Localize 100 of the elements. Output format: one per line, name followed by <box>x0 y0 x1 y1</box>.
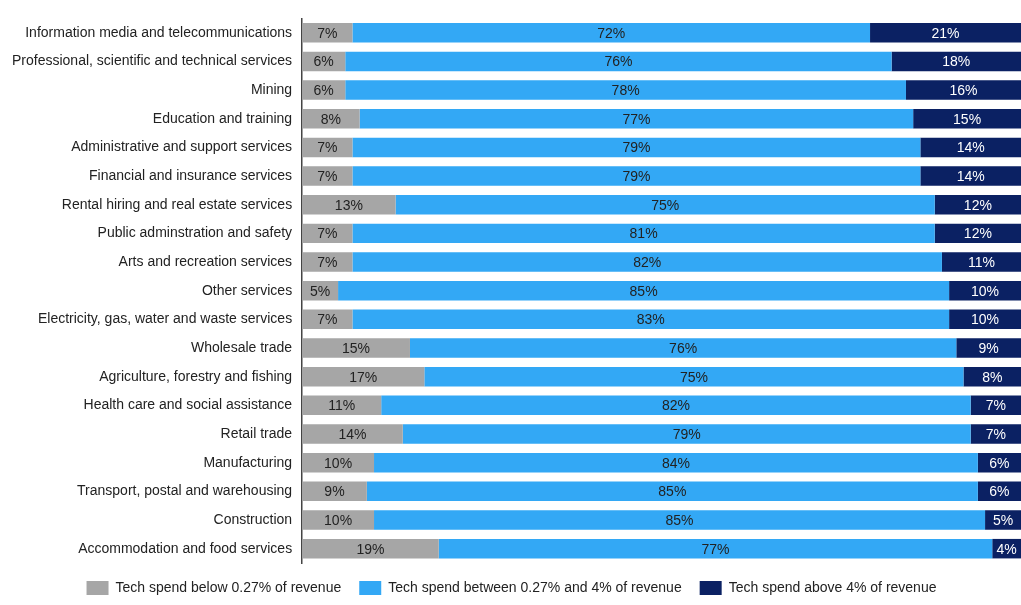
y-tick-label: Information media and telecommunications <box>25 23 293 40</box>
y-tick-label: Rental hiring and real estate services <box>61 195 293 212</box>
bar <box>352 252 942 272</box>
data-label: 7% <box>985 397 1006 414</box>
data-label: 4% <box>996 540 1017 557</box>
data-label: 84% <box>661 454 690 471</box>
data-label: 76% <box>669 339 698 356</box>
bar <box>913 108 1021 129</box>
data-label: 5% <box>309 282 331 299</box>
data-label: 82% <box>661 397 690 414</box>
bar <box>374 452 978 473</box>
bar <box>359 108 914 129</box>
data-label: 7% <box>317 24 338 41</box>
data-label: 79% <box>622 167 651 184</box>
data-label: 7% <box>317 139 338 156</box>
bar <box>424 366 964 387</box>
bar <box>302 366 425 387</box>
bar <box>970 424 1021 444</box>
data-label: 79% <box>622 139 651 156</box>
y-tick-label: Electricity, gas, water and waste services <box>37 310 293 327</box>
bar <box>302 510 375 530</box>
data-label: 11% <box>328 397 356 414</box>
data-label: 77% <box>701 540 730 557</box>
bar <box>366 481 978 502</box>
data-label: 72% <box>597 24 626 41</box>
bar <box>905 80 1021 100</box>
data-label: 76% <box>604 53 633 70</box>
data-label: 6% <box>313 53 334 70</box>
data-label: 10% <box>971 311 1000 328</box>
data-label: 7% <box>317 225 338 242</box>
data-label: 79% <box>672 425 701 442</box>
data-label: 6% <box>989 454 1010 471</box>
bar <box>941 252 1021 272</box>
data-label: 5% <box>992 511 1014 528</box>
y-tick-label: Education and training <box>152 109 293 126</box>
y-tick-label: Retail trade <box>220 424 293 441</box>
bar <box>302 424 403 444</box>
data-label: 14% <box>956 139 985 156</box>
data-label: 17% <box>349 368 378 385</box>
data-label: 21% <box>931 24 960 41</box>
y-tick-label: Administrative and support services <box>71 138 293 155</box>
bar <box>891 51 1021 72</box>
bar <box>352 22 871 43</box>
y-tick-label: Manufacturing <box>203 453 293 470</box>
data-label: 8% <box>982 368 1003 385</box>
data-label: 15% <box>342 339 371 356</box>
data-label: 85% <box>665 511 694 528</box>
y-tick-label: Professional, scientific and technical services <box>11 52 293 69</box>
data-label: 85% <box>658 483 687 500</box>
bar <box>920 137 1021 158</box>
y-tick-label: Accommodation and food services <box>78 539 293 556</box>
data-label: 14% <box>956 167 985 184</box>
bar <box>345 80 906 100</box>
bar <box>956 338 1021 358</box>
y-tick-label: Health care and social assistance <box>83 396 293 413</box>
bar <box>352 309 950 330</box>
data-label: 78% <box>611 81 640 98</box>
data-label: 82% <box>633 253 662 270</box>
y-tick-label: Transport, postal and warehousing <box>77 482 293 499</box>
bar <box>920 166 1021 186</box>
data-label: 75% <box>651 196 680 213</box>
data-label: 19% <box>356 540 385 557</box>
data-label: 14% <box>338 425 367 442</box>
data-label: 7% <box>985 425 1006 442</box>
bar <box>402 424 971 444</box>
data-label: 16% <box>949 81 978 98</box>
bar <box>352 137 921 158</box>
data-label: 12% <box>963 196 992 213</box>
y-tick-label: Other services <box>201 281 293 298</box>
data-label: 6% <box>313 81 334 98</box>
y-tick-label: Wholesale trade <box>190 338 293 355</box>
data-label: 10% <box>324 454 353 471</box>
data-label: 9% <box>324 483 345 500</box>
y-tick-label: Arts and recreation services <box>118 252 293 269</box>
legend-label: Tech spend above 4% of revenue <box>728 578 937 595</box>
y-tick-label: Agriculture, forestry and fishing <box>99 367 293 384</box>
data-label: 7% <box>317 167 338 184</box>
bar <box>374 510 986 530</box>
data-label: 13% <box>334 196 363 213</box>
data-label: 10% <box>971 282 1000 299</box>
data-label: 8% <box>320 110 341 127</box>
bar <box>870 22 1021 43</box>
data-label: 6% <box>989 483 1010 500</box>
data-label: 75% <box>679 368 708 385</box>
data-label: 10% <box>324 511 353 528</box>
data-label: 85% <box>629 282 658 299</box>
y-tick-label: Public adminstration and safety <box>97 224 293 241</box>
y-tick-label: Financial and insurance services <box>89 166 293 183</box>
data-label: 7% <box>317 311 338 328</box>
data-label: 11% <box>967 253 995 270</box>
y-tick-label: Construction <box>213 510 293 527</box>
data-label: 12% <box>963 225 992 242</box>
bar <box>302 338 410 358</box>
bar <box>352 166 921 186</box>
legend-label: Tech spend below 0.27% of revenue <box>115 578 342 595</box>
bar <box>345 51 892 72</box>
y-tick-label: Mining <box>250 80 293 97</box>
data-label: 15% <box>953 110 982 127</box>
data-label: 9% <box>978 339 999 356</box>
legend-label: Tech spend between 0.27% and 4% of revenue <box>388 578 682 595</box>
